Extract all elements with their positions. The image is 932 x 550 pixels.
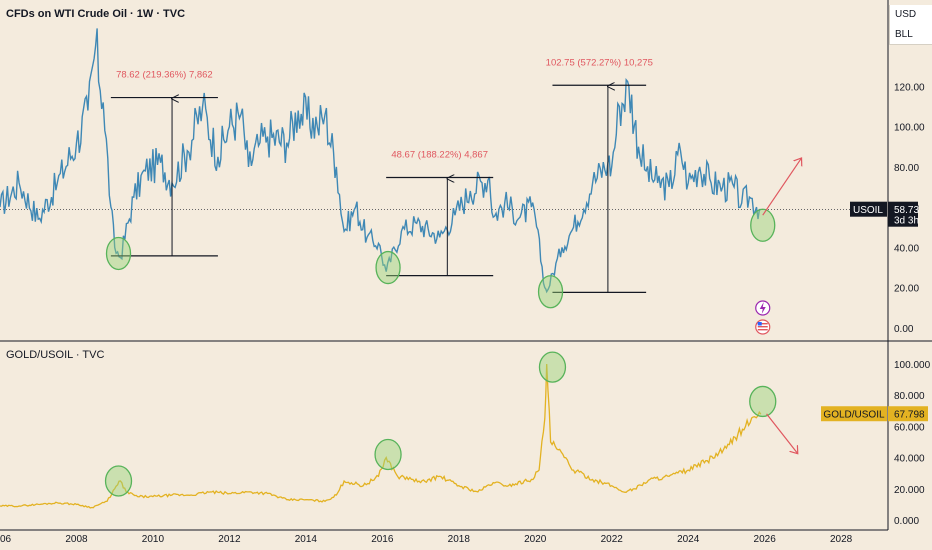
unit-selector[interactable]: BLL [889,25,932,45]
x-tick-label: 2026 [754,534,777,545]
x-tick-label: 2022 [601,534,624,545]
lightning-icon-bolt [759,302,766,314]
upper-y-tick-label: 80.00 [894,163,919,174]
highlight-circle-upper [375,250,401,285]
us-flag-canton [757,322,762,326]
x-tick-label: 2006 [0,534,12,545]
usoil-countdown-label: 3d 3h [894,216,919,227]
highlight-circle-upper [105,236,132,271]
lightning-icon[interactable] [755,300,771,316]
us-flag-stripe [757,329,768,331]
projection-arrow-up[interactable] [762,159,801,216]
x-tick-label: 2018 [448,534,471,545]
currency-selector[interactable]: USD [889,5,932,25]
upper-y-tick-label: 0.00 [894,324,914,335]
upper-y-tick-label: 100.00 [894,123,925,134]
upper-chart-title: CFDs on WTI Crude Oil · 1W · TVC [6,8,185,20]
x-tick-label: 2010 [142,534,165,545]
x-tick-label: 2014 [295,534,318,545]
x-tick-label: 2028 [830,534,853,545]
gold-usoil-price-label: 67.798 [894,410,925,421]
highlight-circle-upper [537,275,564,309]
highlight-circle-upper [750,208,776,242]
upper-y-tick-label: 120.00 [894,82,925,93]
us-flag-stripe [757,323,768,325]
measure-label: 48.67 (188.22%) 4,867 [391,150,488,161]
measure-label: 102.75 (572.27%) 10,275 [546,57,653,68]
upper-y-tick-label: 20.00 [894,284,919,295]
lower-y-tick-label: 40.000 [894,454,925,465]
lower-y-tick-label: 0.000 [894,516,919,527]
usoil-price-line [0,28,761,294]
x-tick-label: 2016 [371,534,394,545]
x-tick-label: 2020 [524,534,547,545]
us-flag-stripe [757,326,768,328]
measure-label: 78.62 (219.36%) 7,862 [116,70,213,81]
highlight-circle-lower [374,438,402,471]
lower-y-tick-label: 100.000 [894,360,931,371]
lower-y-tick-label: 20.000 [894,485,925,496]
us-flag-icon[interactable] [755,319,771,335]
lower-y-tick-label: 80.000 [894,391,925,402]
highlight-circle-lower [538,351,567,383]
x-tick-label: 2024 [677,534,700,545]
upper-y-tick-label: 40.00 [894,243,919,254]
usoil-price-tag [888,201,918,227]
usoil-symbol-label: USOIL [853,205,883,216]
usoil-symbol-tag [850,201,887,217]
gold-usoil-symbol-label: GOLD/USOIL [823,410,885,421]
gold-usoil-price-tag [888,406,928,422]
gold-usoil-symbol-tag [821,406,887,422]
x-tick-label: 2012 [218,534,241,545]
highlight-circle-lower [749,385,777,418]
upper-pane: 78.62 (219.36%) 7,862 48.67 (188.22%) 4,8… [0,28,887,335]
lower-chart-title: GOLD/USOIL · TVC [6,349,104,361]
lower-pane [0,351,798,509]
projection-arrow-down[interactable] [766,413,798,453]
usoil-price-label: 58.73 [894,205,919,216]
lower-y-tick-label: 60.000 [894,422,925,433]
x-tick-label: 2008 [65,534,88,545]
highlight-circle-lower [104,465,133,497]
